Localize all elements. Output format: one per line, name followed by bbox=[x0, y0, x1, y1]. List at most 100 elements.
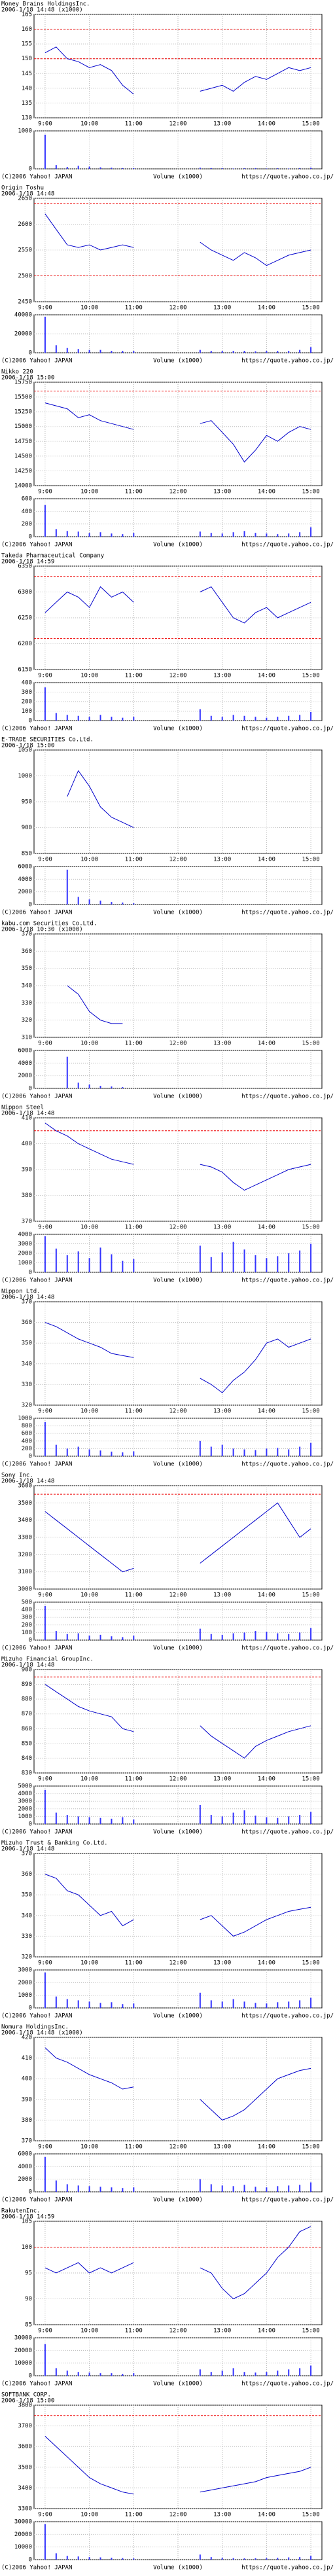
copyright: (C)2006 Yahoo! JAPAN bbox=[1, 1278, 72, 1284]
volume-frame bbox=[33, 130, 323, 170]
volume-bar bbox=[111, 2558, 113, 2560]
x-tick-label: 14:00 bbox=[258, 2512, 275, 2518]
y-tick-label: 350 bbox=[22, 1340, 32, 1347]
volume-bar bbox=[299, 2557, 301, 2560]
copyright: (C)2006 Yahoo! JAPAN bbox=[1, 2565, 72, 2571]
volume-bar bbox=[44, 2344, 46, 2376]
x-tick-label: 10:00 bbox=[80, 1225, 98, 1231]
volume-bar bbox=[255, 2003, 256, 2008]
x-tick-label: 12:00 bbox=[169, 305, 186, 312]
chart-subtitle: 2006-1/18 15:00 bbox=[1, 375, 54, 382]
y-tick-label: 15500 bbox=[14, 394, 32, 401]
chart-subtitle: 2006-1/18 14:48 bbox=[1, 1846, 54, 1853]
volume-bar bbox=[133, 1259, 135, 1272]
volume-bar bbox=[199, 1628, 201, 1640]
volume-bar bbox=[288, 168, 290, 169]
volume-bar bbox=[88, 717, 90, 721]
volume-bar bbox=[77, 1633, 79, 1640]
volume-bar bbox=[66, 2184, 68, 2192]
volume-tick-label: 0 bbox=[29, 350, 32, 357]
volume-tick-label: 1000 bbox=[18, 128, 32, 135]
volume-bar bbox=[255, 1255, 256, 1272]
x-tick-label: 14:00 bbox=[258, 1225, 275, 1231]
stock-chart: Money Brains HoldingsInc.2006-1/18 14:48… bbox=[1, 1, 334, 181]
volume-bar bbox=[255, 1631, 256, 1640]
volume-tick-label: 400 bbox=[22, 1438, 32, 1444]
volume-bar bbox=[44, 505, 46, 537]
stock-chart: E-TRADE SECURITIES Co.Ltd.2006-1/18 15:0… bbox=[1, 737, 334, 916]
y-tick-label: 410 bbox=[22, 1115, 32, 1122]
volume-tick-label: 0 bbox=[29, 2557, 32, 2564]
volume-bar bbox=[55, 1631, 57, 1640]
y-tick-label: 340 bbox=[22, 1361, 32, 1367]
y-tick-label: 1000 bbox=[18, 773, 32, 779]
volume-bar bbox=[122, 2188, 124, 2192]
y-tick-label: 3600 bbox=[18, 1483, 32, 1490]
volume-bar bbox=[55, 165, 57, 169]
source-url: https://quote.yahoo.co.jp/ bbox=[241, 358, 334, 365]
volume-bar bbox=[255, 2187, 256, 2192]
volume-bar bbox=[133, 1636, 135, 1640]
chart-subtitle: 2006-1/18 14:48 bbox=[1, 191, 54, 198]
x-tick-label: 9:00 bbox=[38, 1960, 52, 1967]
y-tick-label: 350 bbox=[22, 965, 32, 972]
y-tick-label: 14250 bbox=[14, 468, 32, 474]
volume-tick-label: 1000 bbox=[18, 1814, 32, 1820]
volume-bar bbox=[266, 2003, 268, 2008]
volume-bar bbox=[122, 351, 124, 353]
price-line bbox=[44, 1322, 311, 1393]
volume-bar bbox=[66, 715, 68, 721]
y-tick-label: 6250 bbox=[18, 615, 32, 622]
volume-bar bbox=[210, 1446, 212, 1456]
y-tick-label: 320 bbox=[22, 1403, 32, 1409]
y-tick-label: 3300 bbox=[18, 2506, 32, 2513]
source-url: https://quote.yahoo.co.jp/ bbox=[241, 2565, 334, 2571]
copyright: (C)2006 Yahoo! JAPAN bbox=[1, 1645, 72, 1652]
copyright: (C)2006 Yahoo! JAPAN bbox=[1, 726, 72, 732]
volume-bar bbox=[310, 2365, 312, 2376]
volume-bar bbox=[210, 2000, 212, 2008]
volume-bar bbox=[266, 2187, 268, 2192]
stock-chart: Mizuho Trust & Banking Co.Ltd.2006-1/18 … bbox=[1, 1840, 334, 2020]
y-tick-label: 105 bbox=[22, 2219, 32, 2225]
volume-bar bbox=[122, 168, 124, 169]
volume-frame bbox=[33, 2153, 323, 2192]
volume-bar bbox=[210, 2557, 212, 2560]
x-tick-label: 10:00 bbox=[80, 121, 98, 128]
source-url: https://quote.yahoo.co.jp/ bbox=[241, 1461, 334, 1468]
volume-bar bbox=[221, 2185, 223, 2192]
y-tick-label: 130 bbox=[22, 115, 32, 122]
x-tick-label: 10:00 bbox=[80, 2328, 98, 2334]
y-tick-label: 150 bbox=[22, 56, 32, 62]
price-line bbox=[44, 2436, 311, 2495]
volume-bar bbox=[55, 1248, 57, 1272]
x-tick-label: 9:00 bbox=[38, 1776, 52, 1783]
volume-bar bbox=[122, 2374, 124, 2376]
y-tick-label: 390 bbox=[22, 1167, 32, 1173]
volume-bar bbox=[99, 2373, 101, 2376]
volume-bar bbox=[88, 2372, 90, 2376]
volume-tick-label: 30000 bbox=[14, 2519, 32, 2526]
x-tick-label: 11:00 bbox=[125, 1408, 143, 1415]
x-tick-label: 9:00 bbox=[38, 2512, 52, 2518]
volume-bar bbox=[88, 166, 90, 169]
volume-bar bbox=[44, 1605, 46, 1640]
volume-label: Volume (x1000) bbox=[153, 542, 203, 548]
x-tick-label: 14:00 bbox=[258, 1776, 275, 1783]
volume-bar bbox=[111, 168, 113, 169]
stock-chart: Mizuho Financial GroupInc.2006-1/18 14:4… bbox=[1, 1656, 334, 1836]
volume-tick-label: 20000 bbox=[14, 331, 32, 338]
volume-bar bbox=[55, 529, 57, 537]
volume-bar bbox=[88, 349, 90, 353]
volume-bar bbox=[310, 2182, 312, 2192]
y-tick-label: 135 bbox=[22, 100, 32, 107]
x-tick-label: 11:00 bbox=[125, 1960, 143, 1967]
x-tick-label: 11:00 bbox=[125, 1041, 143, 1047]
volume-bar bbox=[199, 1992, 201, 2008]
volume-bar bbox=[243, 2558, 245, 2560]
volume-bar bbox=[111, 1086, 113, 1088]
volume-bar bbox=[266, 351, 268, 353]
x-tick-label: 13:00 bbox=[213, 1592, 231, 1599]
